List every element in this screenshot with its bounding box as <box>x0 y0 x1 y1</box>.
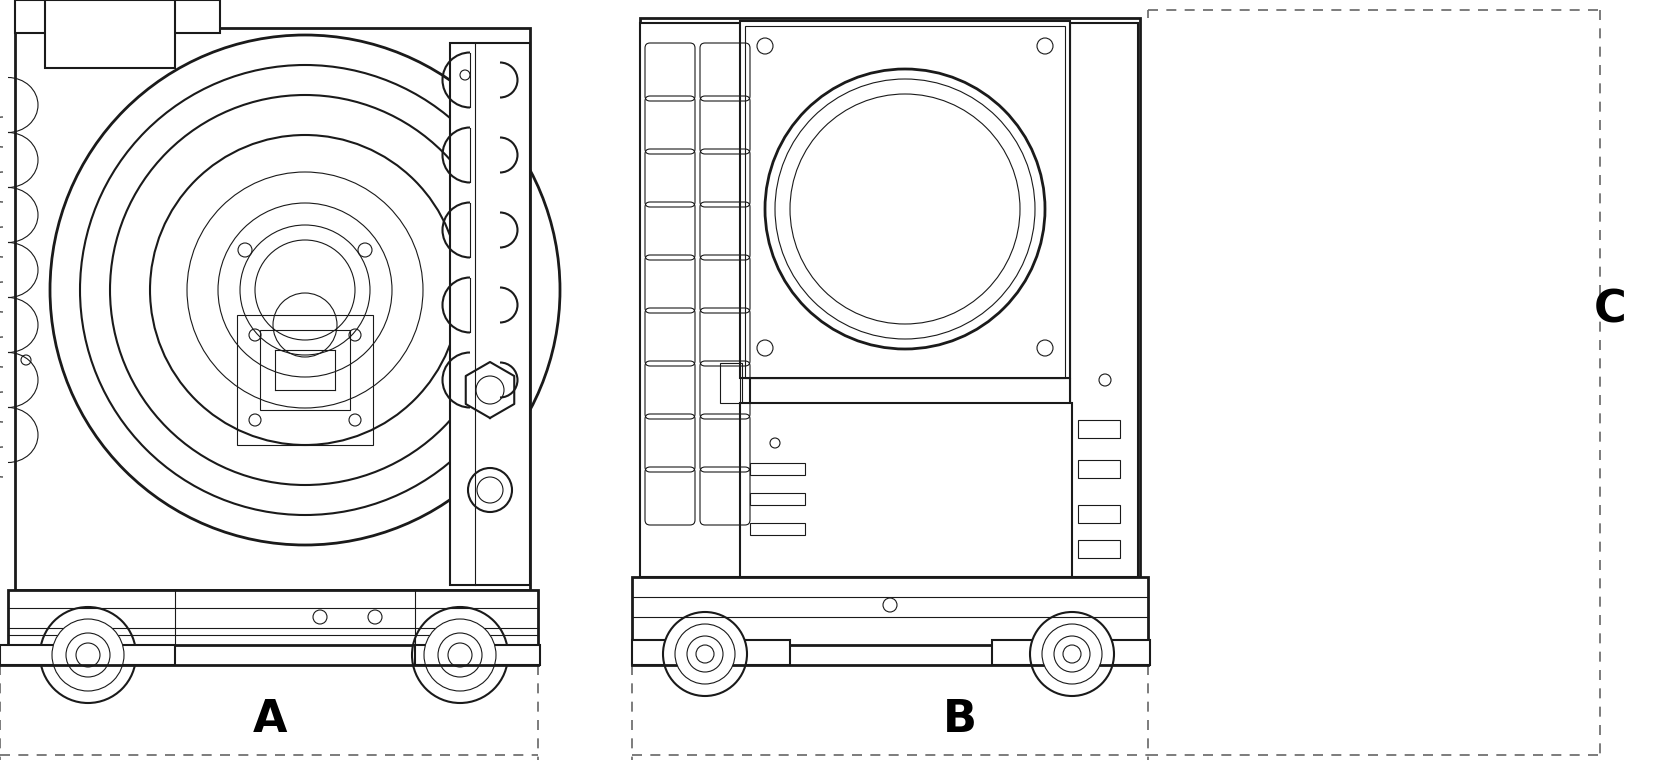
Bar <box>1069 23 1138 577</box>
Text: B: B <box>942 698 977 741</box>
Circle shape <box>662 612 747 696</box>
Bar <box>237 315 374 445</box>
Bar <box>415 645 540 665</box>
Circle shape <box>1031 612 1114 696</box>
Circle shape <box>439 633 482 677</box>
Bar <box>632 577 1148 645</box>
Circle shape <box>776 79 1036 339</box>
Text: C: C <box>1593 289 1626 331</box>
Bar <box>632 640 791 665</box>
Bar <box>741 21 1069 378</box>
Text: A: A <box>254 698 287 741</box>
Bar <box>15 0 220 33</box>
Circle shape <box>791 94 1021 324</box>
Circle shape <box>676 624 736 684</box>
Bar <box>741 378 1069 403</box>
Bar <box>746 26 1064 378</box>
Bar <box>1078 505 1119 523</box>
Circle shape <box>1042 624 1103 684</box>
Bar <box>8 590 539 645</box>
Bar <box>15 28 530 590</box>
Bar <box>260 330 350 410</box>
Bar <box>751 493 806 505</box>
Bar <box>741 403 1073 577</box>
Circle shape <box>766 69 1044 349</box>
Circle shape <box>412 607 509 703</box>
Bar <box>751 463 806 475</box>
Circle shape <box>424 619 495 691</box>
Circle shape <box>40 607 137 703</box>
Bar <box>0 645 175 665</box>
Bar <box>751 523 806 535</box>
Bar <box>992 640 1149 665</box>
Circle shape <box>52 619 123 691</box>
Bar <box>450 43 530 585</box>
Bar <box>641 18 1139 577</box>
Bar <box>45 0 175 68</box>
Bar <box>721 363 742 403</box>
Circle shape <box>67 633 110 677</box>
Bar <box>1078 420 1119 438</box>
Bar <box>1078 460 1119 478</box>
Bar <box>1078 540 1119 558</box>
Bar <box>641 23 751 577</box>
